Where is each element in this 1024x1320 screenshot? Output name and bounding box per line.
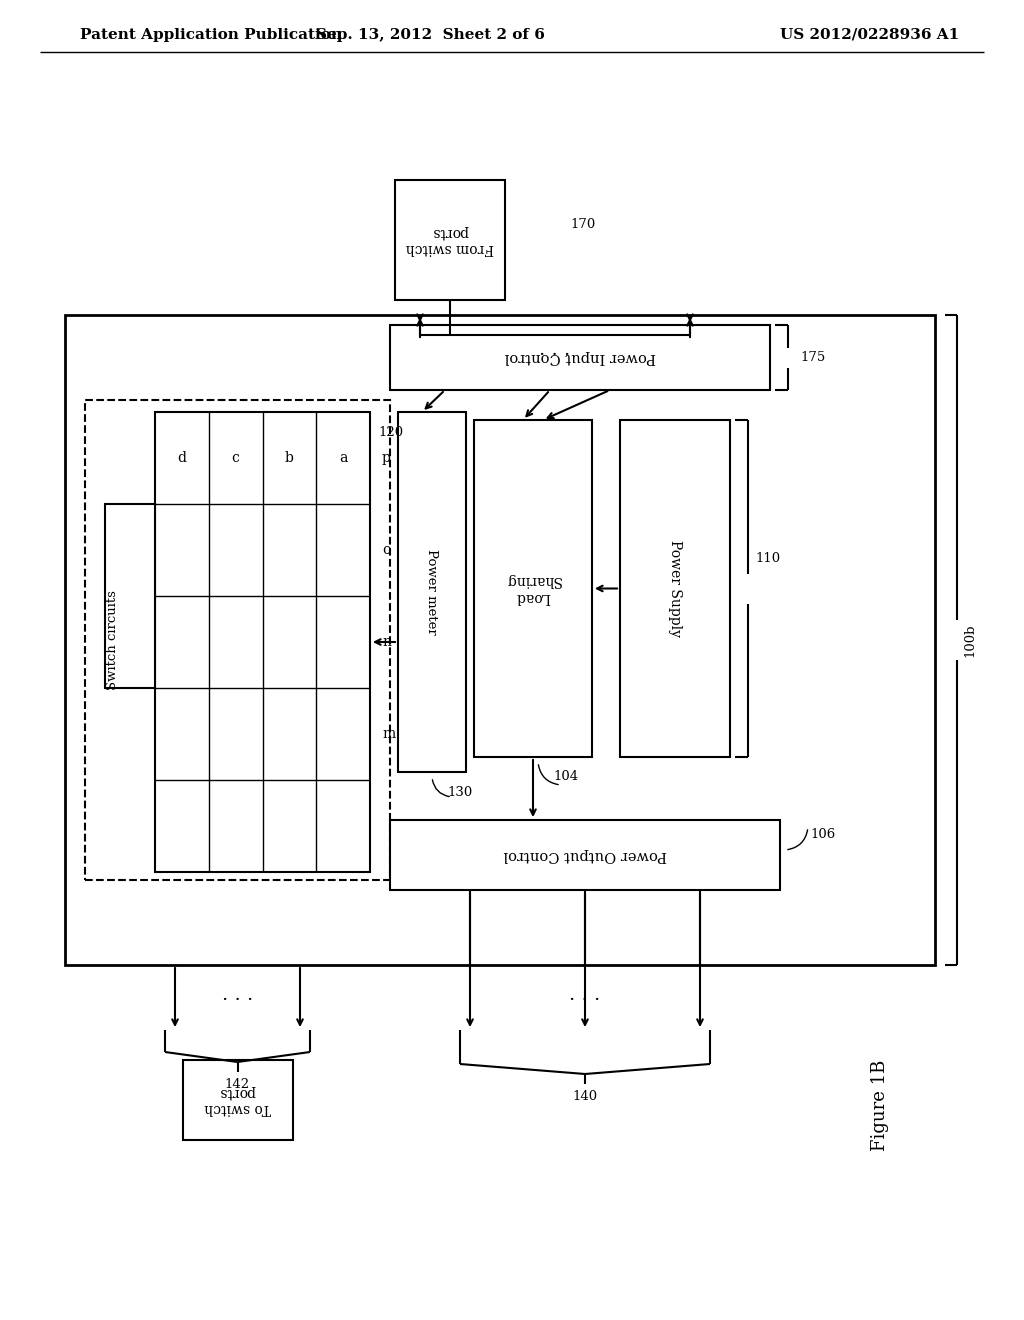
Text: b: b <box>285 451 294 465</box>
Text: n: n <box>382 635 391 649</box>
Bar <box>390 325 770 389</box>
Bar <box>395 180 505 300</box>
Bar <box>398 412 466 772</box>
Text: o: o <box>382 543 390 557</box>
Bar <box>155 412 370 873</box>
Bar <box>105 504 155 688</box>
Text: c: c <box>231 451 240 465</box>
Bar <box>620 420 730 756</box>
Text: 130: 130 <box>447 785 472 799</box>
Text: 100b: 100b <box>963 623 976 657</box>
Text: 170: 170 <box>570 219 595 231</box>
Text: . . .: . . . <box>569 986 601 1005</box>
Text: 142: 142 <box>225 1077 250 1090</box>
Text: . . .: . . . <box>540 341 570 359</box>
Text: d: d <box>177 451 186 465</box>
Text: Power Input Control: Power Input Control <box>505 351 655 364</box>
Text: m: m <box>382 727 395 741</box>
Bar <box>474 420 592 756</box>
Text: Patent Application Publication: Patent Application Publication <box>80 28 342 42</box>
Text: 175: 175 <box>800 351 825 364</box>
Text: Power Output Control: Power Output Control <box>503 847 667 862</box>
Bar <box>85 400 390 880</box>
Text: Power meter: Power meter <box>426 549 438 635</box>
Bar <box>182 1060 293 1140</box>
Bar <box>390 820 780 890</box>
Text: Sep. 13, 2012  Sheet 2 of 6: Sep. 13, 2012 Sheet 2 of 6 <box>315 28 545 42</box>
Text: Power Supply: Power Supply <box>668 540 682 638</box>
Text: 110: 110 <box>755 552 780 565</box>
Text: 104: 104 <box>553 771 579 784</box>
Text: Load
Sharing: Load Sharing <box>505 573 561 603</box>
Text: 140: 140 <box>572 1089 598 1102</box>
Text: US 2012/0228936 A1: US 2012/0228936 A1 <box>780 28 959 42</box>
Text: To switch
ports: To switch ports <box>204 1085 271 1115</box>
Text: 106: 106 <box>810 829 836 842</box>
Text: Figure 1B: Figure 1B <box>871 1060 889 1151</box>
Text: . . .: . . . <box>222 986 253 1005</box>
Text: Switch circuits: Switch circuits <box>106 590 120 690</box>
Text: p: p <box>382 451 391 465</box>
Text: a: a <box>339 451 347 465</box>
Text: 120: 120 <box>378 425 403 438</box>
Text: From switch
ports: From switch ports <box>406 224 495 255</box>
Bar <box>65 315 935 965</box>
